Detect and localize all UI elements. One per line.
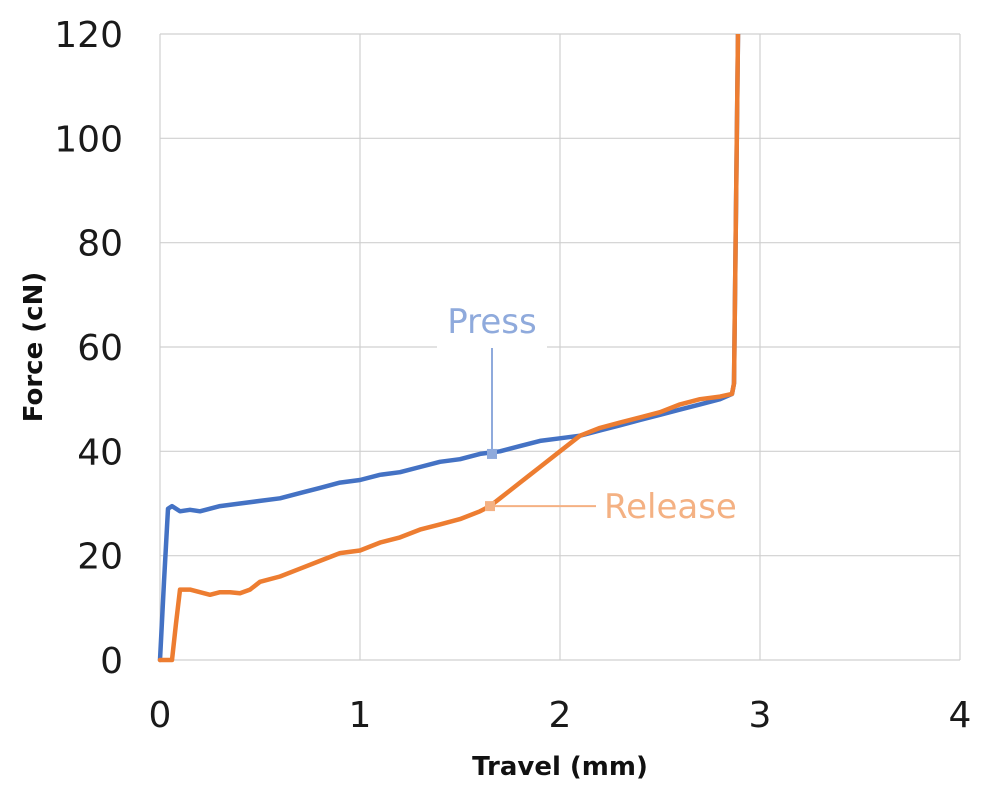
- x-tick-labels: 0 1 2 3 4: [149, 695, 972, 736]
- release-marker: [485, 501, 495, 512]
- x-axis-label: Travel (mm): [472, 752, 648, 782]
- y-tick-label: 40: [77, 432, 123, 473]
- series-lines: [157, 34, 741, 663]
- series-line-0: [157, 34, 741, 663]
- press-label: Press: [447, 302, 536, 342]
- release-label-bg: [598, 480, 732, 529]
- y-tick-label: 0: [100, 641, 123, 682]
- y-tick-label: 100: [54, 119, 123, 160]
- annotations: Press Release: [437, 300, 737, 529]
- y-tick-label: 80: [77, 224, 123, 265]
- x-tick-label: 0: [149, 695, 172, 736]
- y-tick-label: 60: [77, 328, 123, 369]
- x-tick-label: 2: [549, 695, 572, 736]
- y-tick-labels: 0 20 40 60 80 100 120: [54, 15, 123, 682]
- y-axis-label: Force (cN): [19, 272, 49, 422]
- press-label-bg: [437, 300, 547, 348]
- press-marker: [487, 448, 497, 459]
- x-tick-label: 1: [349, 695, 372, 736]
- y-tick-label: 120: [54, 15, 123, 56]
- y-tick-label: 20: [77, 537, 123, 578]
- x-tick-label: 3: [749, 695, 772, 736]
- series-line-1: [157, 34, 741, 663]
- release-label: Release: [604, 487, 737, 527]
- x-tick-label: 4: [949, 695, 972, 736]
- grid: [159, 33, 961, 661]
